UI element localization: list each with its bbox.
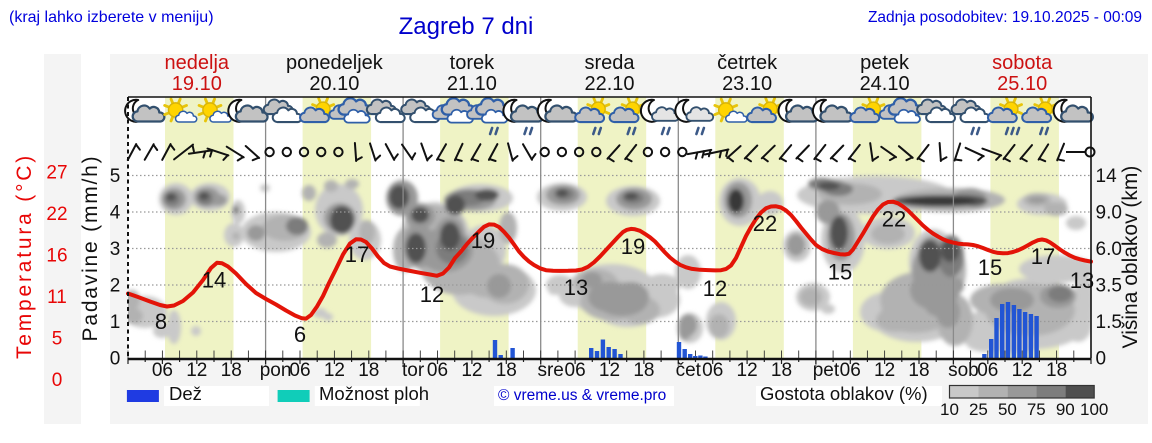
svg-text:ponedeljek: ponedeljek — [286, 52, 384, 74]
svg-text:17: 17 — [1031, 244, 1055, 269]
svg-text:3: 3 — [110, 239, 121, 260]
svg-text:15: 15 — [828, 260, 852, 285]
svg-text:06: 06 — [152, 360, 173, 381]
svg-text:0: 0 — [110, 349, 121, 370]
svg-text:18: 18 — [221, 360, 242, 381]
svg-text:8: 8 — [155, 309, 167, 334]
svg-text:1.5: 1.5 — [1096, 312, 1122, 333]
svg-text:12: 12 — [599, 360, 620, 381]
svg-text:12: 12 — [324, 360, 345, 381]
svg-text:sob: sob — [948, 360, 979, 381]
svg-text:18: 18 — [633, 360, 654, 381]
svg-text:pet: pet — [813, 360, 840, 381]
svg-text:22.10: 22.10 — [584, 73, 634, 95]
svg-text:12: 12 — [1012, 360, 1033, 381]
svg-text:Možnost ploh: Možnost ploh — [319, 383, 429, 404]
svg-text:torek: torek — [450, 52, 495, 74]
svg-text:pon: pon — [260, 360, 292, 381]
svg-text:6.0: 6.0 — [1096, 239, 1122, 260]
svg-text:12: 12 — [874, 360, 895, 381]
svg-text:50: 50 — [998, 400, 1017, 419]
svg-text:21.10: 21.10 — [447, 73, 497, 95]
svg-text:Zagreb 7 dni: Zagreb 7 dni — [399, 13, 534, 40]
svg-text:24.10: 24.10 — [860, 73, 910, 95]
svg-text:27: 27 — [46, 163, 67, 184]
svg-text:Dež: Dež — [169, 383, 202, 404]
svg-text:čet: čet — [676, 360, 702, 381]
svg-text:4: 4 — [110, 203, 121, 224]
svg-text:© vreme.us & vreme.pro: © vreme.us & vreme.pro — [498, 387, 666, 404]
svg-text:18: 18 — [771, 360, 792, 381]
svg-text:12: 12 — [737, 360, 758, 381]
svg-text:Padavine (mm/h): Padavine (mm/h) — [79, 155, 102, 342]
svg-text:11: 11 — [47, 287, 67, 308]
svg-text:22: 22 — [46, 204, 67, 225]
svg-text:sre: sre — [537, 360, 563, 381]
svg-text:5: 5 — [52, 329, 63, 350]
svg-text:tor: tor — [402, 360, 425, 381]
svg-text:19: 19 — [621, 234, 645, 259]
svg-text:0: 0 — [1096, 349, 1107, 370]
svg-text:15: 15 — [978, 255, 1002, 280]
svg-text:06: 06 — [427, 360, 448, 381]
svg-text:18: 18 — [496, 360, 517, 381]
svg-text:14: 14 — [1096, 166, 1118, 187]
svg-text:nedelja: nedelja — [165, 52, 230, 74]
svg-text:3.5: 3.5 — [1096, 276, 1122, 297]
svg-text:5: 5 — [110, 166, 121, 187]
svg-text:petek: petek — [860, 52, 910, 74]
svg-text:12: 12 — [420, 282, 444, 307]
svg-text:12: 12 — [703, 276, 727, 301]
svg-text:19.10: 19.10 — [172, 73, 222, 95]
svg-text:25.10: 25.10 — [997, 73, 1047, 95]
svg-text:Zadnja posodobitev: 19.10.2025: Zadnja posodobitev: 19.10.2025 - 00:09 — [868, 9, 1142, 26]
svg-text:06: 06 — [289, 360, 310, 381]
svg-text:06: 06 — [702, 360, 723, 381]
svg-text:12: 12 — [186, 360, 207, 381]
svg-text:18: 18 — [358, 360, 379, 381]
svg-text:Temperatura (°C): Temperatura (°C) — [13, 153, 36, 359]
svg-text:6: 6 — [294, 322, 306, 347]
svg-text:13: 13 — [564, 275, 588, 300]
svg-text:sobota: sobota — [992, 52, 1053, 74]
svg-text:(kraj lahko izberete v meniju): (kraj lahko izberete v meniju) — [9, 9, 214, 26]
svg-text:18: 18 — [1046, 360, 1067, 381]
svg-text:0: 0 — [52, 370, 63, 391]
svg-text:četrtek: četrtek — [717, 52, 778, 74]
svg-text:13: 13 — [1070, 268, 1094, 293]
svg-text:22: 22 — [882, 207, 906, 232]
svg-text:Višina oblakov (km): Višina oblakov (km) — [1119, 166, 1142, 349]
svg-text:23.10: 23.10 — [722, 73, 772, 95]
svg-text:06: 06 — [565, 360, 586, 381]
svg-text:12: 12 — [461, 360, 482, 381]
svg-text:25: 25 — [969, 400, 988, 419]
svg-text:10: 10 — [940, 400, 959, 419]
svg-text:Gostota oblakov (%): Gostota oblakov (%) — [760, 383, 928, 404]
svg-text:06: 06 — [977, 360, 998, 381]
svg-text:75: 75 — [1027, 400, 1046, 419]
svg-text:2: 2 — [110, 276, 121, 297]
svg-text:19: 19 — [471, 228, 495, 253]
svg-text:16: 16 — [46, 246, 67, 267]
svg-text:100: 100 — [1080, 400, 1108, 419]
svg-text:17: 17 — [345, 242, 369, 267]
svg-text:18: 18 — [908, 360, 929, 381]
svg-text:06: 06 — [840, 360, 861, 381]
svg-text:14: 14 — [202, 268, 226, 293]
svg-text:9.0: 9.0 — [1096, 203, 1122, 224]
svg-text:20.10: 20.10 — [309, 73, 359, 95]
svg-text:22: 22 — [753, 211, 777, 236]
svg-text:1: 1 — [110, 312, 121, 333]
svg-text:90: 90 — [1056, 400, 1075, 419]
svg-text:sreda: sreda — [584, 52, 635, 74]
